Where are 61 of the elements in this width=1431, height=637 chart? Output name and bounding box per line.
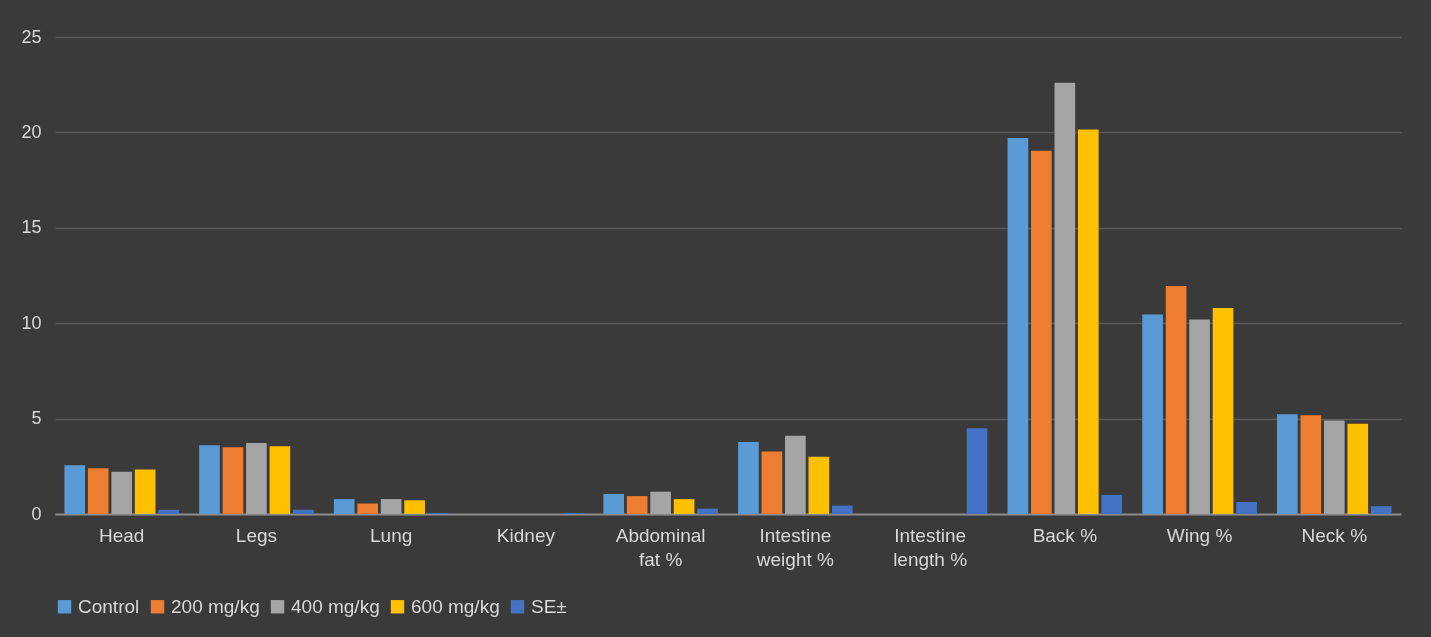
bar [1165,285,1187,514]
bar [404,500,425,514]
x-tick-label: Wing % [1166,524,1233,546]
y-tick-label: 20 [21,121,42,142]
bar [1277,414,1298,514]
bar [1142,314,1163,514]
bar [1300,415,1322,514]
legend-label: 600 mg/kg [411,595,500,617]
x-tick-label: Intestine weight % [755,524,835,570]
bar [1077,129,1099,514]
bar [1007,138,1029,514]
bar [1323,420,1345,514]
bar [1101,494,1123,514]
bar [1236,501,1257,514]
bar [269,446,291,514]
bar [785,435,806,514]
bar [199,445,220,514]
bar [650,491,671,514]
x-tick-label: Back % [1032,524,1098,546]
bar [333,499,355,514]
y-tick-label: 5 [31,408,42,429]
bar [222,447,244,514]
bar [626,496,648,514]
bar [761,451,783,514]
legend-label: Control [78,595,140,617]
bar [697,508,718,514]
x-tick-label: Head [98,524,145,546]
bar [1370,506,1392,514]
bar [293,509,314,514]
bar [1347,423,1369,514]
bar [134,469,156,514]
bar [831,505,853,514]
y-tick-label: 15 [21,217,42,238]
bar [738,441,759,514]
bar [1212,307,1234,514]
bar [808,456,830,514]
y-tick-label: 10 [21,312,42,333]
legend-label: SE± [531,595,567,617]
legend-label: 400 mg/kg [291,595,380,617]
bar [1189,319,1210,514]
bar [64,465,86,514]
bar [111,471,133,514]
bar [1054,82,1076,514]
bar [87,468,109,514]
x-tick-label: Neck % [1301,524,1368,546]
bar [357,503,379,514]
x-tick-label: Legs [235,524,278,546]
bar [673,499,695,514]
x-tick-label: Abdominal fat % [615,524,706,570]
bar [603,493,625,514]
y-tick-label: 0 [31,503,42,524]
x-tick-label: Lung [370,524,413,546]
bar [1031,150,1052,514]
x-tick-label: Intestine length % [893,524,968,570]
bar [380,499,402,514]
bar [966,428,988,514]
bar [246,443,267,514]
y-tick-label: 25 [21,26,42,47]
legend-label: 200 mg/kg [171,595,260,617]
x-tick-label: Kidney [496,524,556,546]
bar [158,509,179,514]
